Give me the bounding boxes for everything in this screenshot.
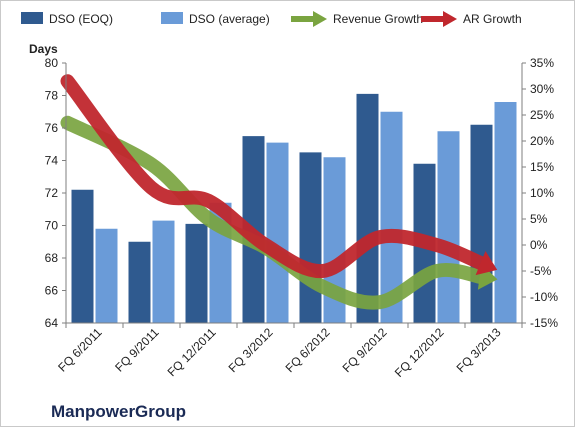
x-tick-label: FQ 12/2011 <box>165 325 219 379</box>
legend-label-revenue-growth: Revenue Growth <box>333 12 423 26</box>
y-left-tick-label: 68 <box>45 251 59 265</box>
y-right-tick-label: 10% <box>530 186 554 200</box>
x-tick-label: FQ 9/2012 <box>340 325 390 375</box>
bar-dso-average-7 <box>495 102 517 323</box>
y-right-tick-label: -15% <box>530 316 558 330</box>
y-left-tick-label: 72 <box>45 186 59 200</box>
y-left-tick-label: 64 <box>45 316 59 330</box>
y-right-tick-label: 0% <box>530 238 548 252</box>
y-left-tick-label: 66 <box>45 284 59 298</box>
bar-dso-average-6 <box>438 131 460 323</box>
x-tick-label: FQ 6/2012 <box>283 325 333 375</box>
legend-label-dso-eoq: DSO (EOQ) <box>49 12 113 26</box>
y-right-tick-label: -10% <box>530 290 558 304</box>
x-tick-label: FQ 12/2012 <box>392 325 447 380</box>
y-right-tick-label: 25% <box>530 108 554 122</box>
y-right-tick-label: 35% <box>530 56 554 70</box>
bar-dso-eoq-5 <box>357 94 379 323</box>
x-tick-label: FQ 3/2012 <box>226 325 276 375</box>
x-tick-label: FQ 9/2011 <box>112 325 162 375</box>
y-right-tick-label: 30% <box>530 82 554 96</box>
bar-dso-average-3 <box>267 143 289 323</box>
bar-dso-eoq-1 <box>129 242 151 323</box>
y-right-tick-label: 20% <box>530 134 554 148</box>
y-left-tick-label: 74 <box>45 154 59 168</box>
x-tick-label: FQ 3/2013 <box>454 325 504 375</box>
x-tick-label: FQ 6/2011 <box>55 325 105 375</box>
bar-dso-eoq-2 <box>186 224 208 323</box>
y-left-tick-label: 80 <box>45 56 59 70</box>
y-left-tick-label: 76 <box>45 121 59 135</box>
legend-label-dso-average: DSO (average) <box>189 12 270 26</box>
company-label: ManpowerGroup <box>51 402 186 421</box>
y-right-tick-label: 5% <box>530 212 548 226</box>
legend-swatch-dso-eoq <box>21 12 43 24</box>
y-axis-title: Days <box>29 42 58 56</box>
y-left-tick-label: 78 <box>45 89 59 103</box>
bar-dso-eoq-7 <box>471 125 493 323</box>
legend-label-ar-growth: AR Growth <box>463 12 522 26</box>
bar-dso-average-0 <box>96 229 118 323</box>
y-right-tick-label: -5% <box>530 264 552 278</box>
legend-swatch-dso-average <box>161 12 183 24</box>
bar-dso-eoq-0 <box>72 190 94 323</box>
legend-arrow-revenue-growth <box>313 11 327 27</box>
bar-dso-eoq-4 <box>300 152 322 323</box>
y-right-tick-label: 15% <box>530 160 554 174</box>
bar-dso-average-1 <box>153 221 175 323</box>
legend: DSO (EOQ) DSO (average) Revenue Growth AR G… <box>21 11 522 27</box>
y-left-tick-label: 70 <box>45 219 59 233</box>
legend-arrow-ar-growth <box>443 11 457 27</box>
